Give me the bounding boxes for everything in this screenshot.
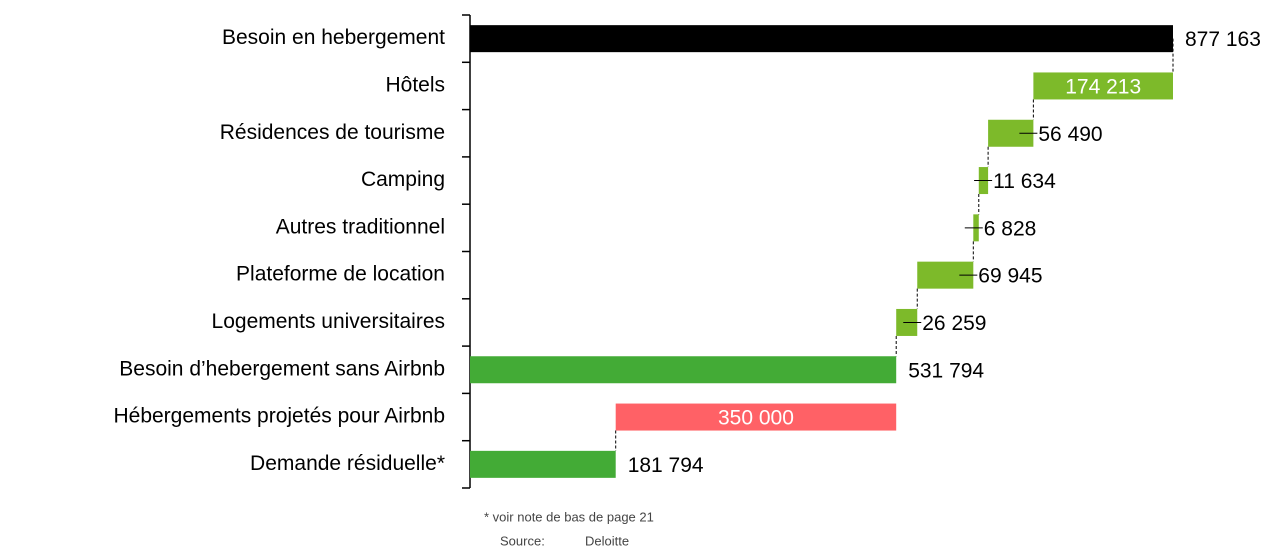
footnote: * voir note de bas de page 21 [484,509,654,524]
category-label: Hôtels [385,73,445,96]
category-label: Autres traditionnel [276,215,445,238]
category-label: Résidences de tourisme [220,121,445,144]
value-label: 56 490 [1038,123,1102,146]
value-label: 181 794 [628,454,704,477]
category-label: Besoin en hebergement [222,26,445,49]
bar [470,25,1173,53]
category-label: Demande résiduelle* [250,452,445,475]
value-label: 350 000 [718,407,794,430]
category-label: Besoin d’hebergement sans Airbnb [119,357,445,380]
category-label: Hébergements projetés pour Airbnb [113,405,445,428]
value-label: 69 945 [978,265,1042,288]
bar [1033,72,1173,100]
bar [615,403,897,431]
source-label: Source: [500,533,545,548]
value-label: 6 828 [984,217,1037,240]
value-label: 174 213 [1065,75,1141,98]
category-label: Logements universitaires [212,310,445,333]
value-label: 877 163 [1185,28,1261,51]
bar [470,356,897,384]
bar [470,450,616,478]
value-label: 11 634 [993,170,1056,193]
source: Deloitte [585,533,629,548]
value-label: 531 794 [908,359,984,382]
category-label: Plateforme de location [236,263,445,286]
category-label: Camping [361,168,445,191]
value-label: 26 259 [922,312,986,335]
